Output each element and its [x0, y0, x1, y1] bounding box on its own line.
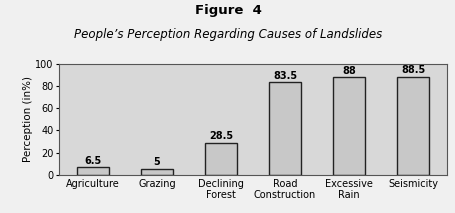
- Text: 83.5: 83.5: [273, 71, 297, 81]
- Text: People’s Perception Regarding Causes of Landslides: People’s Perception Regarding Causes of …: [74, 28, 381, 41]
- Bar: [77, 167, 109, 175]
- Text: 6.5: 6.5: [84, 156, 101, 166]
- Text: Figure  4: Figure 4: [194, 4, 261, 17]
- Y-axis label: Perception (in%): Perception (in%): [22, 76, 32, 162]
- Text: 28.5: 28.5: [208, 131, 233, 141]
- Bar: [396, 77, 428, 175]
- Bar: [268, 82, 300, 175]
- Text: 88: 88: [342, 66, 355, 76]
- Text: 88.5: 88.5: [400, 65, 425, 75]
- Bar: [205, 143, 237, 175]
- Bar: [141, 169, 172, 175]
- Bar: [333, 77, 364, 175]
- Text: 5: 5: [153, 157, 160, 167]
